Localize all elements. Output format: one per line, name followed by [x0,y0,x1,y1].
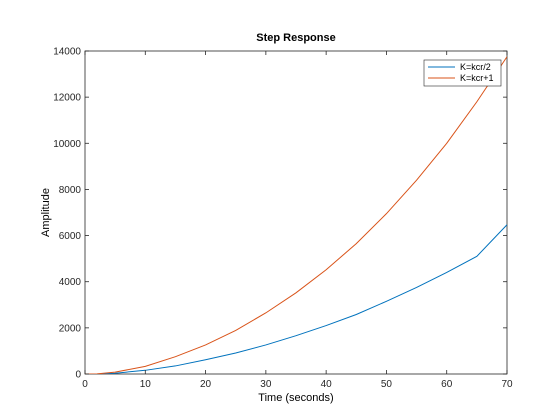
y-tick-label: 2000 [59,323,82,334]
plot-area [84,50,508,375]
x-tick-label: 50 [381,379,393,390]
x-tick-label: 30 [260,379,272,390]
x-tick-label: 20 [200,379,212,390]
y-axis-label: Amplitude [40,188,52,237]
x-axis-ticks: 0 10 20 30 40 50 60 70 [82,51,513,390]
series-line-kcr-plus-one [85,56,507,374]
x-axis-label: Time (seconds) [258,392,333,404]
legend: K=kcr/2 K=kcr+1 [423,59,502,87]
y-tick-label: 0 [75,370,81,381]
chart-title: Step Response [256,32,335,44]
x-tick-label: 10 [140,379,152,390]
y-tick-label: 10000 [53,139,81,150]
y-tick-label: 12000 [53,93,81,104]
legend-box [423,59,502,87]
x-tick-label: 70 [501,379,513,390]
x-tick-label: 40 [321,379,333,390]
series-layer [85,56,507,374]
axes-box [84,50,508,375]
x-tick-label: 0 [82,379,88,390]
y-tick-label: 8000 [59,185,82,196]
series-line-kcr-half [85,224,507,374]
y-tick-label: 4000 [59,277,82,288]
y-tick-label: 14000 [53,47,81,58]
x-tick-label: 60 [441,379,453,390]
y-axis-ticks: 0 2000 4000 6000 8000 10000 12000 14000 [53,47,507,381]
legend-label-kcr-plus-one: K=kcr+1 [460,73,494,83]
y-tick-label: 6000 [59,231,82,242]
legend-label-kcr-half: K=kcr/2 [460,62,491,72]
